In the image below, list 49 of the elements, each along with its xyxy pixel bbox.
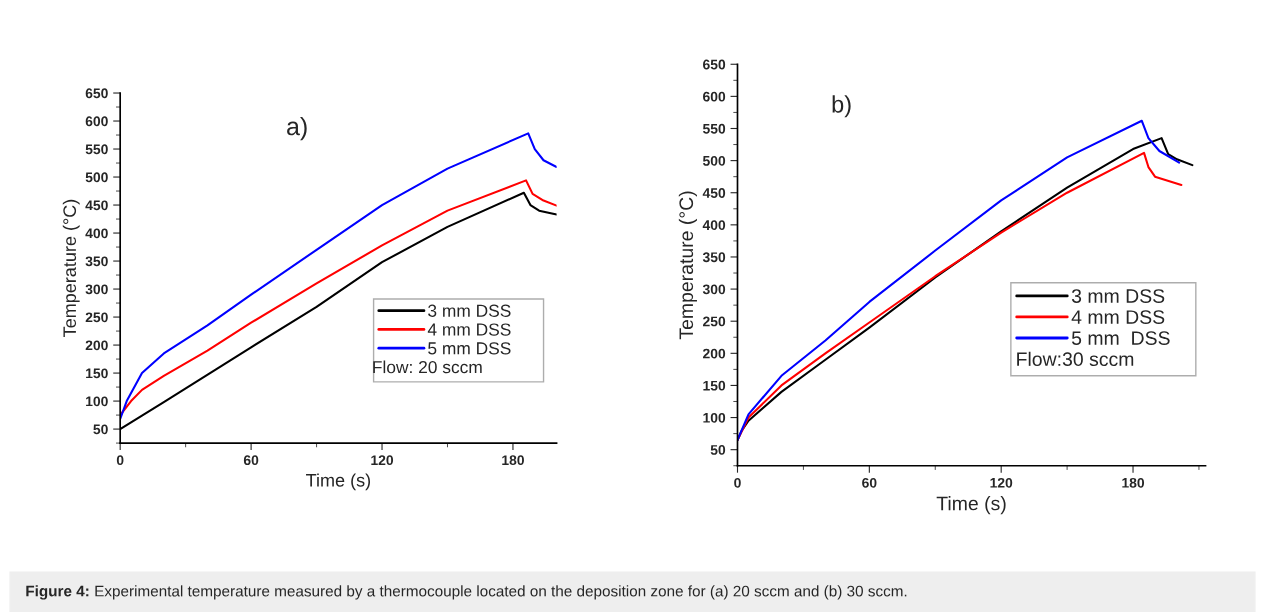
legend-label: 5 mm DSS: [428, 342, 511, 355]
x-tick-label: 60: [862, 477, 877, 488]
annotation: Flow:30 sccm: [1017, 351, 1134, 367]
y-tick-label: 500: [85, 172, 108, 183]
y-tick-label: 50: [93, 424, 108, 435]
y-tick-label: 450: [85, 200, 108, 211]
y-tick-label: 550: [85, 144, 108, 155]
y-tick-label: 200: [85, 340, 108, 351]
y-tick-label: 200: [703, 348, 726, 359]
y-tick-label: 450: [702, 188, 726, 198]
x-tick-label: 120: [371, 455, 394, 466]
y-tick-label: 400: [85, 228, 108, 239]
y-tick-label: 500: [702, 155, 726, 166]
caption: Figure 4: Experimental temperature measured by a thermocouple located on the deposition zone for (a) 20 sccm and (b) 30 sccm.: [26, 585, 907, 600]
y-tick-label: 650: [703, 59, 726, 70]
legend-label: 5 mm DSS: [1071, 331, 1170, 345]
y-tick-label: 600: [703, 91, 726, 102]
y-tick-label: 350: [702, 252, 726, 263]
y-tick-label: 250: [85, 312, 108, 323]
y-tick-label: 100: [703, 412, 726, 423]
y-tick-label: 350: [85, 256, 108, 267]
y-tick-label: 50: [710, 445, 726, 455]
annotation: Flow: 20 sccm: [373, 360, 482, 374]
y-tick-label: 650: [85, 88, 108, 99]
y-tick-label: 150: [86, 368, 108, 379]
x-tick-label: 180: [1122, 477, 1145, 488]
x-tick-label: 0: [734, 477, 741, 488]
legend-label: 3 mm DSS: [1071, 289, 1165, 303]
y-axis-title: Temperature (°C): [678, 191, 697, 340]
y-tick-label: 300: [702, 284, 726, 295]
annotation: a): [287, 116, 307, 141]
y-tick-label: 550: [702, 123, 726, 134]
y-tick-label: 300: [85, 284, 108, 295]
y-tick-label: 400: [702, 220, 726, 231]
legend-label: 3 mm DSS: [428, 304, 511, 317]
x-tick-label: 120: [990, 477, 1013, 488]
x-tick-label: 180: [502, 455, 524, 466]
y-tick-label: 600: [85, 116, 108, 127]
annotation: b): [832, 95, 851, 118]
legend-label: 4 mm DSS: [427, 323, 511, 336]
legend-label: 4 mm DSS: [1071, 310, 1165, 324]
y-tick-label: 100: [86, 396, 108, 407]
y-axis-title: Temperature (°C): [62, 199, 80, 337]
x-tick-label: 0: [116, 455, 124, 466]
x-tick-label: 60: [243, 455, 259, 466]
x-axis-title: Time (s): [936, 496, 1006, 515]
y-tick-label: 250: [703, 316, 726, 327]
y-tick-label: 150: [703, 380, 726, 391]
x-axis-title: Time (s): [306, 473, 371, 491]
